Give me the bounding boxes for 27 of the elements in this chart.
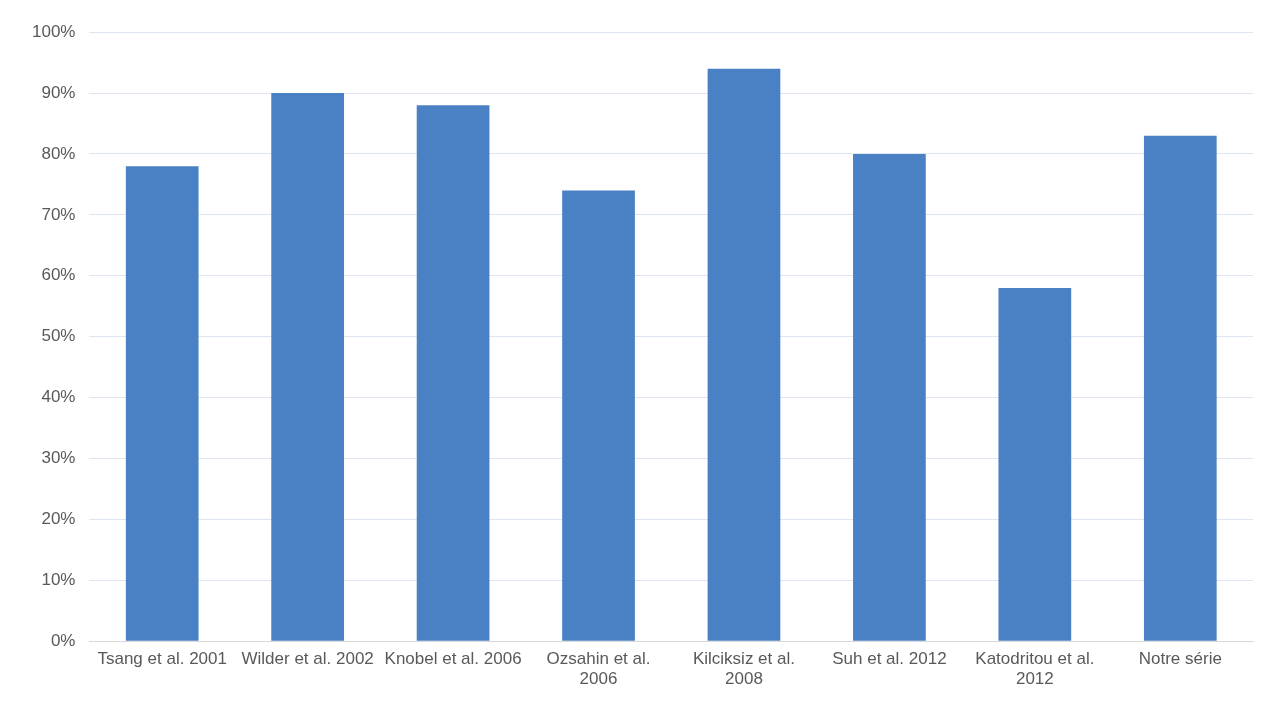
- x-tick-label: Kilciksiz et al. 2008: [692, 649, 795, 689]
- y-tick-label: 50%: [41, 326, 76, 346]
- bar: [416, 105, 490, 641]
- y-tick-label: 40%: [41, 387, 76, 407]
- x-tick-label: Suh et al. 2012: [832, 649, 947, 669]
- x-tick-label: Ozsahin et al. 2006: [546, 649, 651, 689]
- y-tick-label: 30%: [41, 448, 76, 468]
- y-tick-label: 100%: [32, 21, 76, 41]
- x-tick-label: Notre série: [1138, 649, 1222, 669]
- y-tick-label: 90%: [41, 82, 76, 102]
- y-tick-label: 80%: [41, 143, 76, 163]
- bar: [271, 93, 344, 641]
- y-tick-label: 70%: [41, 204, 76, 224]
- y-tick-label: 0%: [50, 630, 76, 650]
- x-tick-label: Tsang et al. 2001: [97, 649, 227, 669]
- bar: [853, 154, 926, 641]
- x-tick-label: Knobel et al. 2006: [384, 649, 522, 669]
- bar: [562, 190, 635, 641]
- x-tick-label: Katodritou et al. 2012: [975, 649, 1095, 689]
- bar: [125, 166, 199, 641]
- y-tick-label: 20%: [41, 509, 76, 529]
- y-tick-label: 10%: [41, 569, 76, 589]
- bar: [707, 68, 781, 641]
- bar: [998, 287, 1072, 641]
- x-tick-label: Wilder et al. 2002: [241, 649, 374, 669]
- y-tick-label: 60%: [41, 265, 76, 285]
- bar: [1143, 135, 1217, 641]
